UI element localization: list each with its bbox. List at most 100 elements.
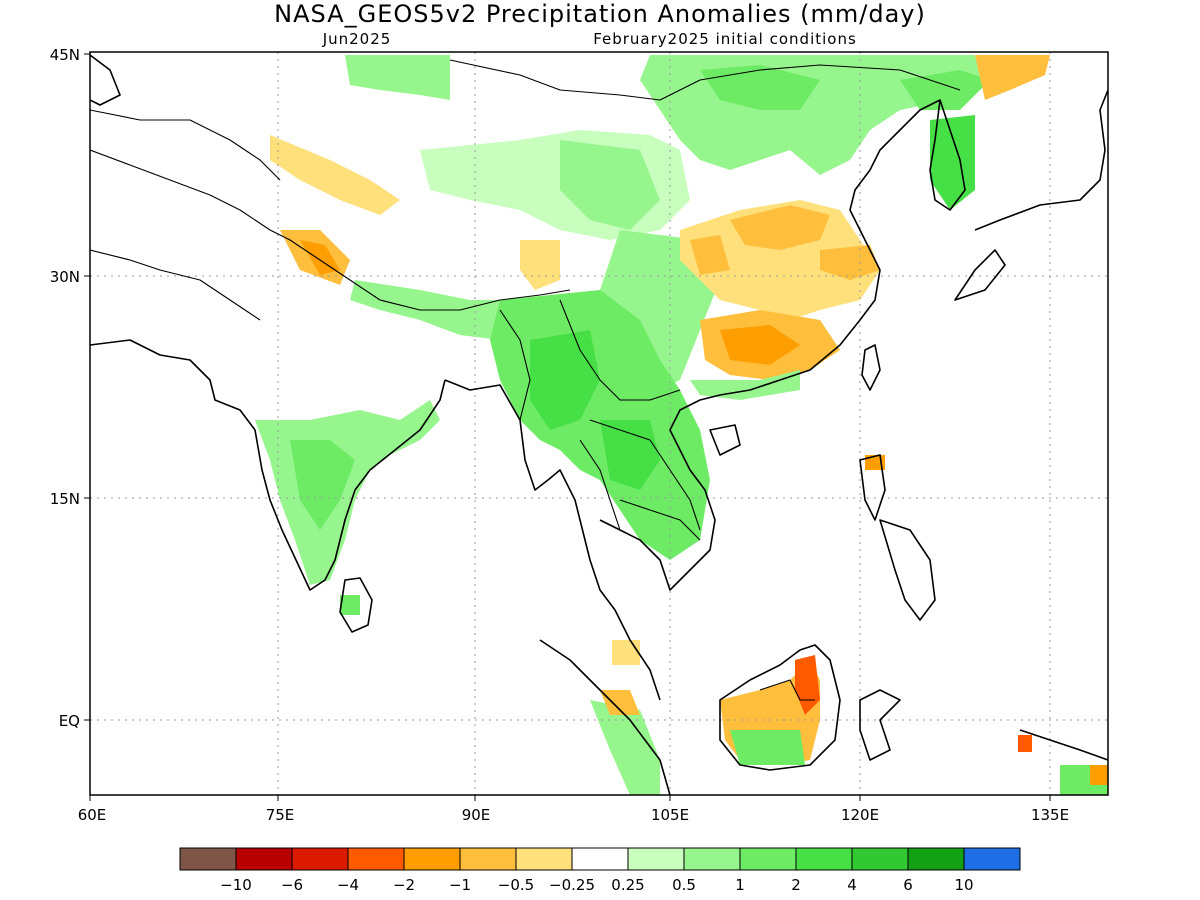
border-india-north — [90, 149, 571, 311]
colorbar-label-5: −0.5 — [498, 876, 534, 894]
colorbar-label-9: 1 — [735, 876, 745, 894]
border-mongolia — [449, 59, 961, 101]
colorbar-label-8: 0.5 — [672, 876, 696, 894]
border-cambodia — [619, 499, 701, 541]
lat-label-15n: 15N — [50, 490, 80, 508]
field-orange-east-china — [820, 245, 880, 280]
border-myanmar-china — [559, 299, 681, 401]
map-grid — [90, 52, 1108, 795]
lat-label-30n: 30N — [50, 268, 80, 286]
colorbar-swatch-6 — [515, 847, 573, 871]
coastlines — [90, 54, 1108, 795]
lat-label-eq: EQ — [59, 712, 80, 730]
map-title: NASA_GEOS5v2 Precipitation Anomalies (mm… — [274, 0, 926, 28]
colorbar-swatch-8 — [627, 847, 685, 871]
tick-marks — [84, 53, 1051, 801]
lon-label-105e: 105E — [651, 806, 689, 824]
lon-label-75e: 75E — [266, 806, 295, 824]
coast-caspian — [90, 54, 121, 106]
colorbar-label-7: 0.25 — [611, 876, 644, 894]
colorbar-label-3: −2 — [393, 876, 415, 894]
field-green-ne — [900, 70, 990, 110]
lon-label-120e: 120E — [841, 806, 879, 824]
lat-labels: 45N 30N 15N EQ — [50, 46, 80, 730]
colorbar-label-11: 4 — [847, 876, 857, 894]
field-yellow-tibet — [520, 240, 560, 290]
map-area — [90, 52, 1108, 795]
field-darkorange-south-china — [720, 325, 800, 365]
field-green-myanmar-core — [530, 330, 600, 430]
lat-label-45n: 45N — [50, 46, 80, 64]
colorbar-label-6: −0.25 — [549, 876, 595, 894]
coast-borneo — [719, 644, 841, 771]
colorbar-swatch-9 — [683, 847, 741, 871]
colorbar-label-4: −1 — [449, 876, 471, 894]
coast-burma-malaya — [444, 379, 661, 701]
field-green-sumatra — [590, 700, 660, 795]
coast-japan — [974, 89, 1108, 231]
colorbar-swatch-10 — [739, 847, 797, 871]
colorbar-label-1: −6 — [281, 876, 303, 894]
field-orange-ne — [975, 55, 1050, 100]
colorbar-swatch-11 — [795, 847, 853, 871]
field-green-srilanka — [340, 595, 360, 615]
colorbar-label-12: 6 — [903, 876, 913, 894]
coast-kyushu — [954, 249, 1006, 301]
colorbar-swatch-1 — [235, 847, 293, 871]
lon-label-60e: 60E — [78, 806, 107, 824]
field-yellow-malaya — [612, 640, 640, 665]
lon-labels: 60E 75E 90E 105E 120E 135E — [78, 806, 1069, 824]
colorbar-swatch-0 — [179, 847, 237, 871]
field-green-india-core — [290, 440, 355, 530]
coast-hainan — [709, 424, 741, 456]
coast-china — [719, 99, 941, 396]
field-red-moluccas — [1018, 735, 1032, 752]
coast-sulawesi — [859, 689, 901, 761]
colorbar-swatch-5 — [459, 847, 517, 871]
coast-india — [90, 339, 446, 591]
coast-indochina — [599, 394, 721, 591]
colorbar: −10 −6 −4 −2 −1 −0.5 −0.25 0.25 0.5 1 2 4 6 10 — [179, 847, 1021, 894]
colorbar-swatch-14 — [963, 847, 1021, 871]
border-pakistan — [90, 249, 261, 321]
map-frame — [89, 51, 1109, 796]
field-yellow-pamir — [270, 135, 400, 215]
field-green-tibet — [560, 140, 660, 230]
field-yellow-south-china — [680, 200, 880, 320]
field-green-mongolia-core — [700, 65, 820, 110]
field-orange-yangtze — [730, 205, 830, 250]
anomaly-fields — [255, 55, 1108, 795]
colorbar-swatch-7 — [571, 847, 629, 871]
border-central-asia — [90, 109, 281, 181]
coast-taiwan — [861, 344, 881, 391]
field-green-laos — [600, 420, 660, 490]
colorbar-label-0: −10 — [220, 876, 252, 894]
borders — [90, 59, 961, 701]
coast-srilanka — [339, 577, 373, 633]
colorbar-swatch-12 — [851, 847, 909, 871]
map-subtitle-left: Jun2025 — [322, 30, 392, 48]
lon-label-135e: 135E — [1031, 806, 1069, 824]
border-borneo — [759, 679, 815, 701]
lon-label-90e: 90E — [462, 806, 491, 824]
field-orange-newguinea — [1090, 765, 1108, 785]
field-orange-sumatra — [600, 690, 640, 715]
colorbar-swatch-2 — [291, 847, 349, 871]
field-orange-yangtze-west — [690, 235, 730, 275]
coast-luzon — [859, 454, 886, 521]
field-green-south-coast — [690, 370, 800, 400]
border-laos-vietnam — [589, 419, 701, 531]
field-green-borneo — [730, 730, 805, 765]
colorbar-swatch-13 — [907, 847, 965, 871]
coast-visayas — [879, 519, 936, 621]
colorbar-swatch-4 — [403, 847, 461, 871]
colorbar-swatch-3 — [347, 847, 405, 871]
coast-sumatra — [539, 639, 671, 795]
map-subtitle-right: February2025 initial conditions — [593, 30, 857, 48]
border-thailand — [579, 439, 621, 531]
colorbar-label-2: −4 — [337, 876, 359, 894]
coast-newguinea — [1019, 729, 1108, 761]
field-green-kazakh — [345, 55, 450, 100]
colorbar-label-10: 2 — [791, 876, 801, 894]
